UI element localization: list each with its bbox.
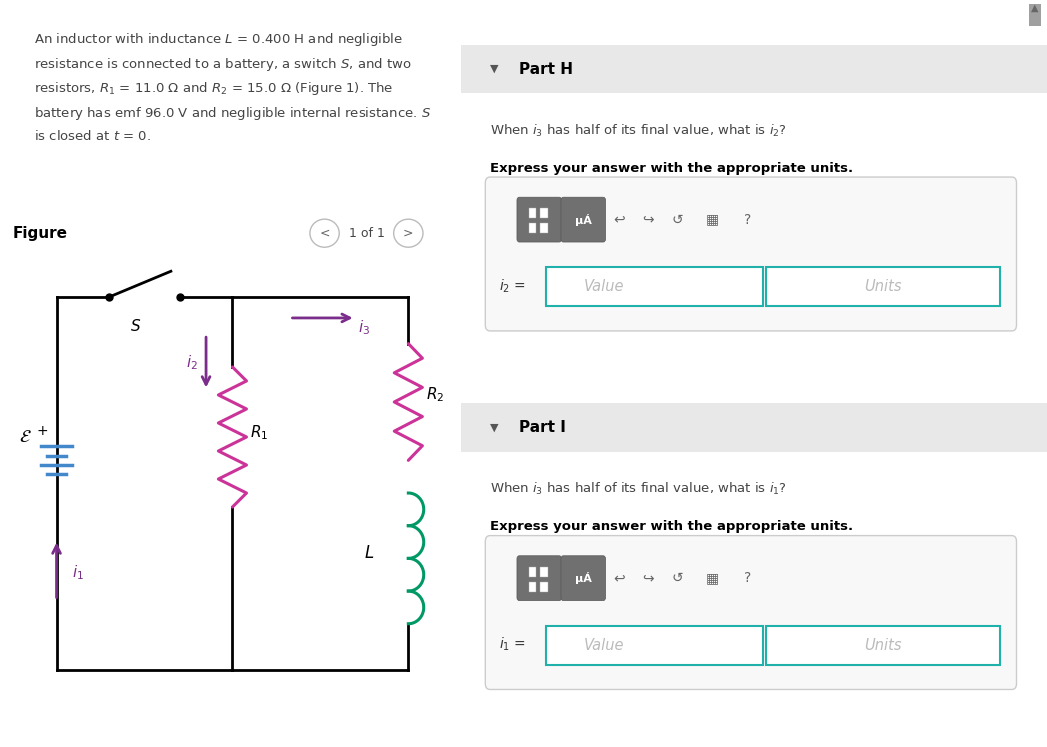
FancyBboxPatch shape	[461, 45, 1047, 93]
Text: ↺: ↺	[672, 213, 684, 226]
Text: ▼: ▼	[490, 423, 498, 433]
FancyBboxPatch shape	[561, 556, 605, 601]
FancyBboxPatch shape	[561, 197, 605, 242]
Text: 1 of 1: 1 of 1	[349, 226, 384, 240]
Text: ▲: ▲	[1031, 3, 1039, 13]
Text: $R_1$: $R_1$	[250, 423, 268, 441]
Text: ?: ?	[744, 213, 752, 226]
Text: $R_2$: $R_2$	[426, 385, 444, 404]
Text: Units: Units	[864, 638, 901, 653]
Text: $\mathcal{E}$: $\mathcal{E}$	[20, 428, 32, 446]
Text: Value: Value	[584, 638, 625, 653]
Text: $S$: $S$	[130, 318, 141, 334]
FancyBboxPatch shape	[529, 567, 536, 577]
Text: ↩: ↩	[614, 213, 625, 226]
Text: Units: Units	[864, 279, 901, 294]
FancyBboxPatch shape	[461, 403, 1047, 452]
Text: $i_3$: $i_3$	[358, 318, 370, 337]
Text: Figure: Figure	[13, 226, 68, 241]
FancyBboxPatch shape	[486, 177, 1017, 331]
Text: $i_2$: $i_2$	[186, 353, 198, 372]
FancyBboxPatch shape	[545, 626, 762, 665]
Text: Express your answer with the appropriate units.: Express your answer with the appropriate…	[490, 161, 853, 175]
FancyBboxPatch shape	[486, 536, 1017, 689]
FancyBboxPatch shape	[529, 223, 536, 233]
Text: >: >	[403, 226, 414, 240]
FancyBboxPatch shape	[540, 208, 548, 218]
Text: $L$: $L$	[364, 545, 375, 562]
FancyBboxPatch shape	[765, 267, 1000, 306]
Text: +: +	[37, 424, 48, 438]
Text: When $i_3$ has half of its final value, what is $i_2$?: When $i_3$ has half of its final value, …	[490, 123, 787, 139]
Text: Part I: Part I	[519, 420, 566, 436]
Text: ↩: ↩	[614, 571, 625, 585]
Text: μÁ: μÁ	[575, 214, 592, 226]
Text: $i_1$: $i_1$	[72, 563, 84, 582]
Text: ▼: ▼	[490, 64, 498, 74]
FancyBboxPatch shape	[517, 197, 561, 242]
Text: <: <	[319, 226, 330, 240]
Text: ▦: ▦	[707, 213, 719, 226]
Text: $i_2$ =: $i_2$ =	[498, 277, 526, 295]
Text: ↺: ↺	[672, 571, 684, 585]
FancyBboxPatch shape	[540, 567, 548, 577]
FancyBboxPatch shape	[540, 582, 548, 592]
Text: ↪: ↪	[643, 213, 654, 226]
FancyBboxPatch shape	[765, 626, 1000, 665]
Text: Express your answer with the appropriate units.: Express your answer with the appropriate…	[490, 520, 853, 533]
Text: An inductor with inductance $L$ = 0.400 H and negligible
resistance is connected: An inductor with inductance $L$ = 0.400 …	[35, 31, 431, 143]
FancyBboxPatch shape	[545, 267, 762, 306]
Text: When $i_3$ has half of its final value, what is $i_1$?: When $i_3$ has half of its final value, …	[490, 481, 787, 498]
Text: $i_1$ =: $i_1$ =	[498, 636, 526, 654]
FancyBboxPatch shape	[517, 556, 561, 601]
Text: Part H: Part H	[519, 61, 574, 77]
FancyBboxPatch shape	[1029, 4, 1041, 25]
Text: ?: ?	[744, 571, 752, 585]
Text: μÁ: μÁ	[575, 572, 592, 584]
Text: Value: Value	[584, 279, 625, 294]
FancyBboxPatch shape	[540, 223, 548, 233]
FancyBboxPatch shape	[529, 208, 536, 218]
Text: ↪: ↪	[643, 571, 654, 585]
FancyBboxPatch shape	[529, 582, 536, 592]
Text: ▦: ▦	[707, 571, 719, 585]
